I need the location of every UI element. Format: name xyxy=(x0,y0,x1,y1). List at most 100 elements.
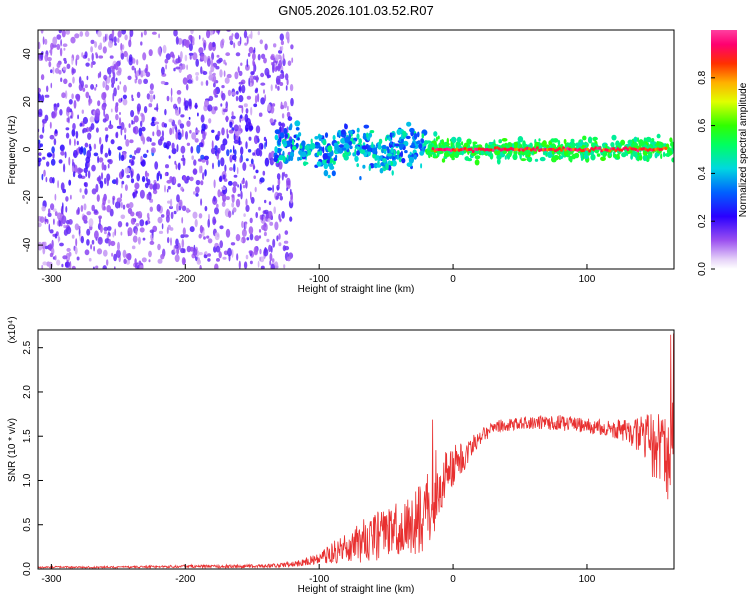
spectrogram-cell xyxy=(310,138,313,144)
spectrogram-cell xyxy=(149,229,155,234)
spectrogram-cell xyxy=(323,169,329,177)
spectrogram-cell xyxy=(149,94,154,103)
spectrogram-cell xyxy=(204,99,209,108)
spectrogram-cell xyxy=(371,141,374,149)
spectrogram-cell xyxy=(158,230,164,234)
spectrogram-cell xyxy=(642,154,648,162)
spectrogram-cell xyxy=(229,149,232,153)
spectrogram-cell xyxy=(160,253,165,260)
spectrogram-cell xyxy=(169,127,173,136)
spectrogram-cell xyxy=(352,140,356,145)
spectrogram-cell xyxy=(203,254,208,259)
spectrogram-cell xyxy=(245,198,248,207)
y-tick-label: 40 xyxy=(22,48,33,60)
spectrogram-cell xyxy=(243,213,246,218)
spectrogram-cell xyxy=(84,249,90,256)
spectrogram-cell xyxy=(512,153,518,161)
spectrogram-cell xyxy=(524,149,530,156)
spectrogram-cell xyxy=(184,39,191,48)
spectrogram-cell xyxy=(194,138,199,143)
spectrogram-cell xyxy=(571,153,577,160)
spectrogram-cell xyxy=(48,243,52,252)
spectrogram-cell xyxy=(255,169,259,174)
spectrogram-cell xyxy=(632,142,639,146)
spectrogram-cell xyxy=(110,139,115,145)
spectrogram-cell xyxy=(624,146,628,150)
spectrogram-cell xyxy=(359,149,366,154)
spectrogram-cell xyxy=(281,45,284,51)
spectrogram-cell xyxy=(170,211,174,220)
spectrogram-cell xyxy=(245,141,248,150)
spectrogram-cell xyxy=(97,155,100,164)
spectrogram-cell xyxy=(431,147,435,151)
spectrogram-cell xyxy=(340,129,346,135)
spectrogram-cell xyxy=(43,169,46,177)
spectrogram-cell xyxy=(101,161,105,171)
chart-title: GN05.2026.101.03.52.R07 xyxy=(278,3,433,18)
spectrogram-cell xyxy=(127,227,133,237)
spectrogram-cell xyxy=(267,218,271,223)
spectrogram-cell xyxy=(165,53,171,60)
spectrogram-cell xyxy=(269,221,274,226)
spectrogram-cell xyxy=(72,76,75,84)
spectrogram-cell xyxy=(134,182,140,190)
spectrogram-cell xyxy=(272,61,275,70)
spectrogram-cell xyxy=(228,180,233,186)
spectrogram-cell xyxy=(38,222,42,228)
spectrogram-cell xyxy=(48,61,52,68)
spectrogram-cell xyxy=(151,116,155,124)
spectrogram-cell xyxy=(136,91,141,99)
spectrogram-cell xyxy=(116,125,122,129)
spectrogram-cell xyxy=(284,245,290,251)
spectrogram-cell xyxy=(84,188,88,195)
spectrogram-cell xyxy=(245,204,250,212)
spectrogram-cell xyxy=(283,171,285,177)
spectrogram-cell xyxy=(85,172,88,177)
spectrogram-cell xyxy=(121,183,123,189)
spectrogram-cell xyxy=(249,217,253,224)
spectrogram-cell xyxy=(378,138,382,145)
spectrogram-cell xyxy=(501,147,505,151)
spectrogram-cell xyxy=(383,150,387,155)
spectrogram-cell xyxy=(164,58,169,64)
spectrogram-cell xyxy=(241,84,246,94)
spectrogram-cell xyxy=(187,79,193,84)
spectrogram-cell xyxy=(49,229,54,234)
spectrogram-cell xyxy=(268,201,272,206)
spectrogram-cell xyxy=(197,112,199,117)
spectrogram-cell xyxy=(588,149,591,153)
spectrogram-cell xyxy=(65,261,70,268)
spectrogram-cell xyxy=(60,220,63,227)
spectrogram-cell xyxy=(258,112,263,117)
spectrogram-cell xyxy=(224,62,227,66)
colorbar-ticks: 0.0 0.2 0.4 0.6 0.8 xyxy=(697,70,715,276)
spectrogram-cell xyxy=(72,171,76,178)
spectrogram-cell xyxy=(176,144,179,153)
spectrogram-cell xyxy=(332,159,336,165)
spectrogram-cell xyxy=(188,52,194,56)
spectrogram-cell xyxy=(216,203,219,209)
spectrogram-cell xyxy=(208,118,212,124)
spectrogram-cell xyxy=(198,252,203,256)
spectrogram-cell xyxy=(213,82,216,88)
spectrogram-cell xyxy=(40,143,43,148)
spectrogram-cell xyxy=(233,124,239,132)
spectrogram-cell xyxy=(438,142,442,149)
y-tick-label: -20 xyxy=(22,190,33,205)
spectrogram-cell xyxy=(284,173,288,178)
spectrogram-cell xyxy=(626,147,630,151)
snr-panel: -300 -200 -100 0 100 0.0 0.5 1.0 1.5 2.0 2.5 Heig… xyxy=(7,316,675,595)
spectrogram-cell xyxy=(192,248,198,256)
spectrogram-cell xyxy=(118,117,122,126)
spectrogram-cell xyxy=(154,107,159,111)
spectrogram-cell xyxy=(651,138,655,142)
spectrogram-cell xyxy=(234,149,237,156)
spectrogram-cell xyxy=(131,119,134,125)
spectrogram-cell xyxy=(238,136,241,146)
spectrogram-cell xyxy=(238,86,241,92)
spectrogram-cell xyxy=(156,204,161,212)
spectrogram-cell xyxy=(82,215,88,222)
x-tick-label: -200 xyxy=(175,574,195,585)
spectrogram-cell xyxy=(224,77,230,84)
spectrogram-cell xyxy=(154,121,160,125)
